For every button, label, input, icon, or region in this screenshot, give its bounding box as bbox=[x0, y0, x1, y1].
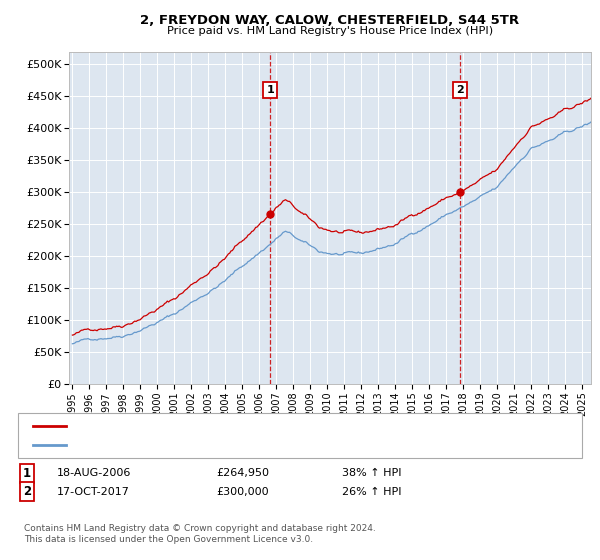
Text: 2: 2 bbox=[23, 485, 31, 498]
Text: 2, FREYDON WAY, CALOW, CHESTERFIELD, S44 5TR: 2, FREYDON WAY, CALOW, CHESTERFIELD, S44… bbox=[140, 14, 520, 27]
Text: HPI: Average price, detached house, North East Derbyshire: HPI: Average price, detached house, Nort… bbox=[72, 440, 380, 450]
Text: Contains HM Land Registry data © Crown copyright and database right 2024.
This d: Contains HM Land Registry data © Crown c… bbox=[24, 524, 376, 544]
Text: Price paid vs. HM Land Registry's House Price Index (HPI): Price paid vs. HM Land Registry's House … bbox=[167, 26, 493, 36]
Text: £300,000: £300,000 bbox=[216, 487, 269, 497]
Text: 1: 1 bbox=[23, 466, 31, 480]
Text: £264,950: £264,950 bbox=[216, 468, 269, 478]
Text: 26% ↑ HPI: 26% ↑ HPI bbox=[342, 487, 401, 497]
Text: 38% ↑ HPI: 38% ↑ HPI bbox=[342, 468, 401, 478]
Text: 17-OCT-2017: 17-OCT-2017 bbox=[57, 487, 130, 497]
Text: 2, FREYDON WAY, CALOW, CHESTERFIELD, S44 5TR (detached house): 2, FREYDON WAY, CALOW, CHESTERFIELD, S44… bbox=[72, 421, 434, 431]
Text: 1: 1 bbox=[266, 85, 274, 95]
Text: 18-AUG-2006: 18-AUG-2006 bbox=[57, 468, 131, 478]
Text: 2: 2 bbox=[456, 85, 464, 95]
